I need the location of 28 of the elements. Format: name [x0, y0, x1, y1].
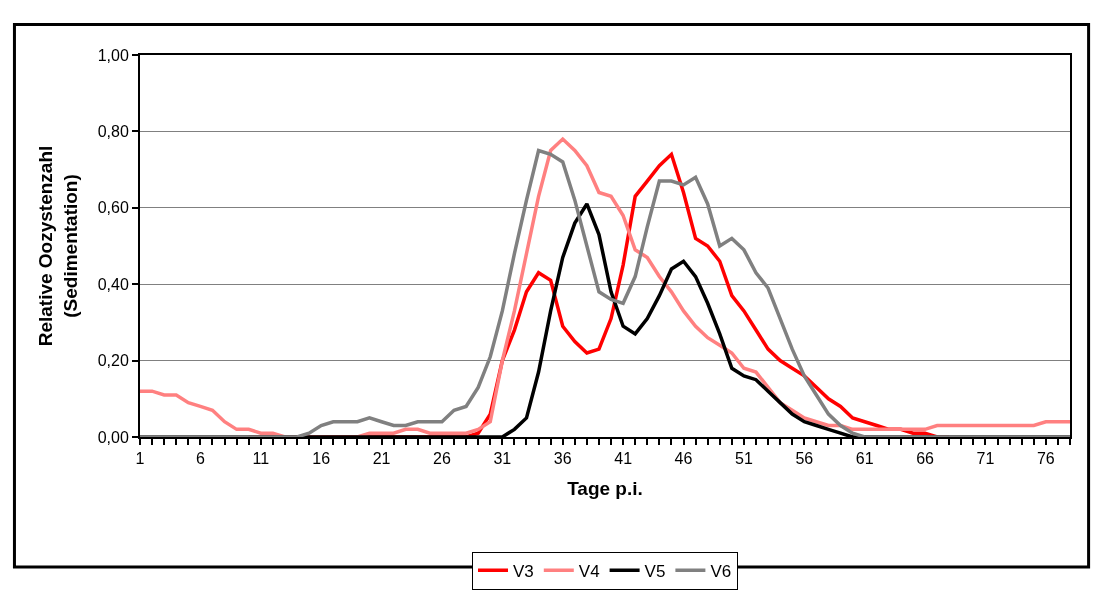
x-tick-label: 41	[614, 450, 633, 468]
y-tick-label: 0,80	[97, 123, 129, 140]
y-tick-label: 1,00	[97, 46, 129, 64]
x-tick-label: 56	[795, 450, 814, 468]
legend-label: V6	[710, 561, 732, 581]
x-tick-label: 71	[976, 450, 995, 468]
x-tick-label: 36	[553, 450, 572, 468]
x-tick-label: 26	[433, 450, 451, 468]
x-tick-label: 11	[252, 450, 270, 468]
y-tick-label: 0,20	[97, 352, 129, 370]
legend-label: V5	[644, 561, 666, 581]
y-tick-label: 0,60	[97, 199, 129, 217]
legend-label: V4	[578, 561, 600, 581]
x-tick-label: 31	[493, 450, 512, 468]
x-tick-label: 21	[372, 450, 391, 468]
x-tick-label: 51	[735, 450, 753, 468]
x-tick-label: 76	[1036, 450, 1055, 468]
x-tick-label: 61	[855, 450, 874, 468]
x-tick-label: 16	[312, 450, 331, 468]
y-tick-label: 0,40	[97, 275, 129, 293]
x-axis-title: Tage p.i.	[567, 477, 643, 499]
x-tick-label: 66	[916, 450, 935, 468]
x-tick-label: 46	[674, 450, 693, 468]
y-axis-title: Relative Oozystenzahl (Sedimentation)	[35, 145, 82, 347]
y-tick-label: 0,00	[97, 428, 129, 446]
x-tick-label: 1	[135, 450, 145, 468]
legend-label: V3	[513, 561, 534, 581]
x-tick-label: 6	[195, 450, 205, 468]
